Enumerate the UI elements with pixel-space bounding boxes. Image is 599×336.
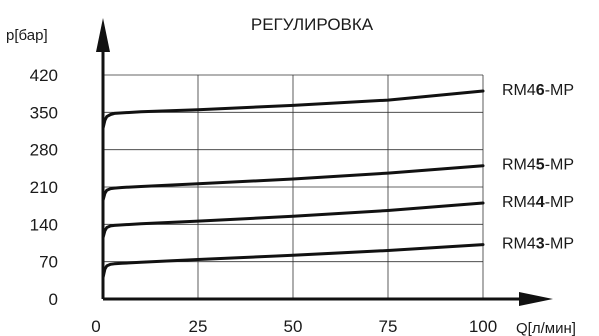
x-tick-label: 100	[469, 317, 497, 336]
y-axis-label: p[бар]	[6, 27, 48, 44]
y-tick-label: 70	[39, 253, 58, 272]
series-line	[101, 164, 485, 202]
y-tick-label: 280	[30, 141, 58, 160]
series-label: RM43-MP	[502, 236, 574, 253]
x-tick-label: 75	[379, 317, 398, 336]
series-labels: RM46-MP RM45-MP RM44-MP RM43-MP	[502, 82, 574, 253]
axes	[96, 18, 553, 306]
chart-title: РЕГУЛИРОВКА	[251, 15, 374, 34]
y-tick-label: 210	[30, 178, 58, 197]
series-line	[101, 201, 485, 240]
series-label: RM46-MP	[502, 82, 574, 99]
series-line	[101, 243, 485, 280]
series-line	[101, 89, 485, 130]
tick-labels: 0 70 140 210 280 350 420 0 25 50 75 100	[30, 66, 498, 336]
y-tick-label: 420	[30, 66, 58, 85]
series-label: RM44-MP	[502, 194, 574, 211]
y-tick-label: 140	[30, 215, 58, 234]
y-tick-label: 0	[49, 290, 58, 309]
x-tick-label: 50	[284, 317, 303, 336]
series-lines	[101, 89, 485, 280]
x-tick-label: 0	[91, 317, 100, 336]
x-axis-arrow	[519, 292, 553, 306]
x-axis-label: Q[л/мин]	[516, 320, 576, 336]
y-tick-label: 350	[30, 103, 58, 122]
series-label: RM45-MP	[502, 157, 574, 174]
x-tick-label: 25	[189, 317, 208, 336]
y-axis-arrow	[96, 18, 110, 52]
